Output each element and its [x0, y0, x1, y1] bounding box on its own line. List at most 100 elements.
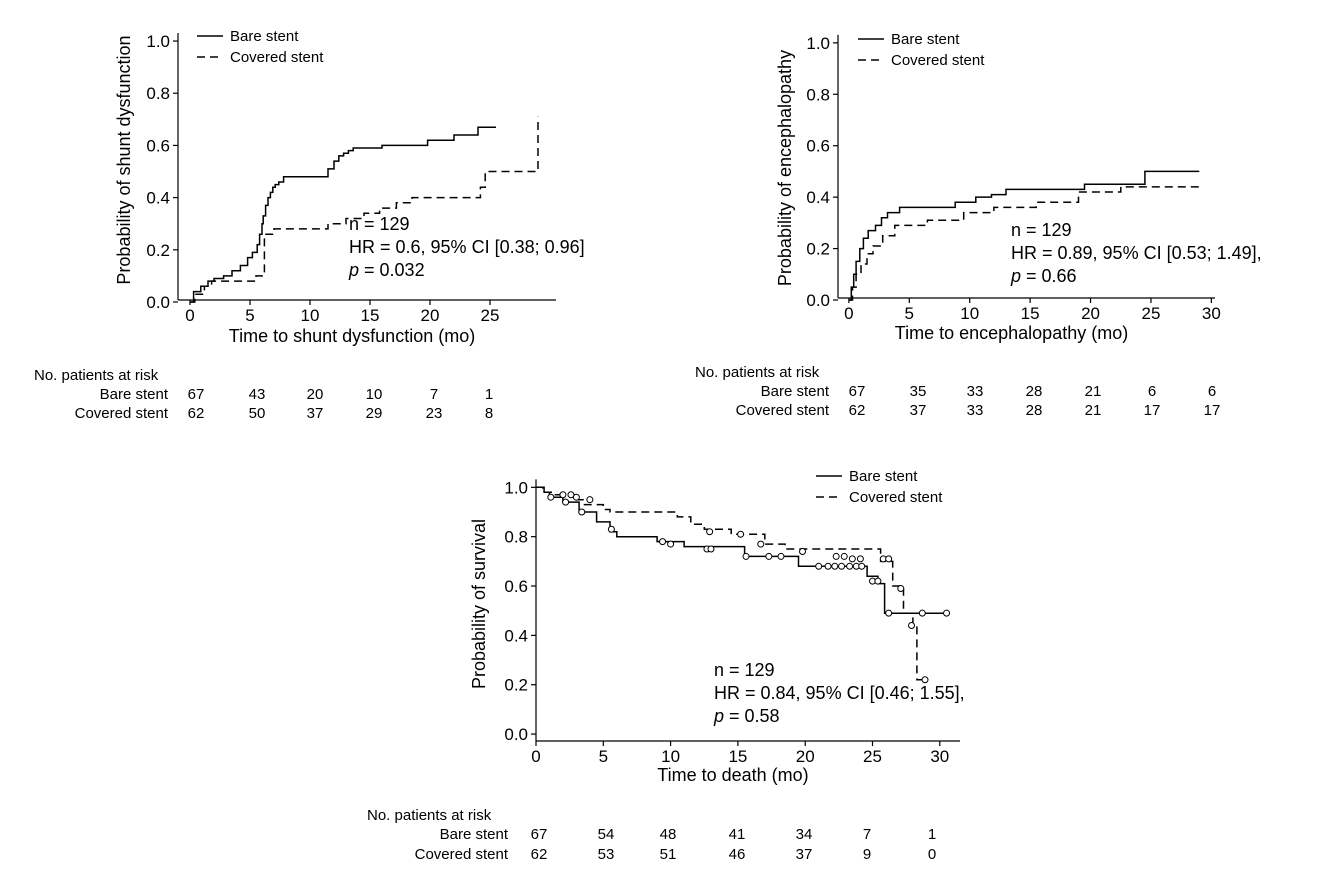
- legend-label: Bare stent: [891, 31, 960, 48]
- censor-mark: [918, 609, 926, 617]
- annotation-n: n = 129: [1011, 220, 1072, 240]
- censor-mark: [848, 555, 856, 563]
- x-tick-label: 0: [531, 747, 540, 766]
- risk-table-title: No. patients at risk: [695, 364, 820, 381]
- risk-cell: 37: [796, 846, 813, 863]
- annotation-hr: HR = 0.89, 95% CI [0.53; 1.49],: [1011, 243, 1262, 263]
- censor-mark: [706, 528, 714, 536]
- censor-mark: [856, 555, 864, 563]
- risk-cell: 33: [967, 383, 984, 400]
- risk-row-label: Bare stent: [761, 383, 830, 400]
- series-line-covered-stent: [190, 116, 539, 303]
- censor-mark: [815, 562, 823, 570]
- y-tick-label: 0.8: [504, 528, 528, 547]
- series-line-bare-stent: [848, 170, 1200, 301]
- y-tick-label: 0.6: [504, 577, 528, 596]
- risk-cell: 67: [188, 386, 205, 403]
- censor-mark: [921, 676, 929, 684]
- series-line-bare-stent: [536, 486, 947, 614]
- risk-cell: 62: [188, 405, 205, 422]
- censor-mark: [858, 562, 866, 570]
- censor-mark: [832, 552, 840, 560]
- y-tick-label: 0.0: [146, 293, 170, 312]
- x-tick-label: 0: [844, 304, 853, 323]
- risk-cell: 35: [910, 383, 927, 400]
- panel-encephalopathy: 0.0 0.2 0.4 0.6 0.8 1.0 0 5 10 15 20 25 30 Time to en…: [695, 31, 1262, 419]
- risk-table-title: No. patients at risk: [367, 807, 492, 824]
- series-line-bare-stent: [190, 126, 496, 303]
- y-axis-label: Probability of survival: [469, 519, 489, 689]
- legend-label: Covered stent: [230, 49, 324, 66]
- risk-cell: 6: [1208, 383, 1216, 400]
- risk-cell: 67: [849, 383, 866, 400]
- risk-cell: 62: [531, 846, 548, 863]
- x-tick-label: 25: [1141, 304, 1160, 323]
- y-tick-label: 1.0: [146, 32, 170, 51]
- y-axis-label: Probability of encephalopathy: [775, 50, 795, 286]
- risk-cell: 17: [1144, 402, 1161, 419]
- annotation-p-value: = 0.66: [1021, 266, 1077, 286]
- censor-mark: [659, 538, 667, 546]
- x-tick-label: 15: [728, 747, 747, 766]
- risk-cell: 9: [863, 846, 871, 863]
- x-tick-label: 0: [185, 306, 194, 325]
- x-axis-label: Time to shunt dysfunction (mo): [229, 326, 475, 346]
- annotation-p-label: p: [713, 706, 724, 726]
- x-axis-label: Time to death (mo): [657, 765, 808, 785]
- y-tick-label: 0.4: [146, 189, 170, 208]
- annotation-n: n = 129: [349, 214, 410, 234]
- y-tick-label: 0.4: [504, 626, 528, 645]
- series-line-covered-stent: [848, 186, 1200, 301]
- risk-cell: 54: [598, 826, 615, 843]
- x-tick-label: 20: [796, 747, 815, 766]
- risk-cell: 23: [426, 405, 443, 422]
- x-tick-label: 5: [599, 747, 608, 766]
- annotation-p: p = 0.032: [348, 260, 425, 280]
- y-tick-label: 0.0: [806, 291, 830, 310]
- y-tick-label: 0.2: [504, 676, 528, 695]
- risk-cell: 41: [729, 826, 746, 843]
- risk-cell: 46: [729, 846, 746, 863]
- censor-mark: [943, 609, 951, 617]
- risk-cell: 8: [485, 405, 493, 422]
- risk-cell: 10: [366, 386, 383, 403]
- risk-cell: 28: [1026, 383, 1043, 400]
- x-tick-label: 10: [301, 306, 320, 325]
- risk-cell: 21: [1085, 402, 1102, 419]
- censor-mark: [547, 493, 555, 501]
- risk-cell: 37: [910, 402, 927, 419]
- risk-cell: 6: [1148, 383, 1156, 400]
- y-tick-label: 0.8: [146, 84, 170, 103]
- censor-mark: [586, 496, 594, 504]
- censor-mark: [777, 552, 785, 560]
- censor-mark: [742, 552, 750, 560]
- y-tick-label: 1.0: [806, 34, 830, 53]
- series-line-covered-stent: [536, 486, 927, 681]
- annotation-hr: HR = 0.84, 95% CI [0.46; 1.55],: [714, 683, 965, 703]
- annotation-n: n = 129: [714, 660, 775, 680]
- censor-mark: [707, 545, 715, 553]
- censor-mark: [765, 552, 773, 560]
- x-axis-label: Time to encephalopathy (mo): [895, 323, 1128, 343]
- censor-mark: [874, 577, 882, 585]
- censor-mark: [897, 584, 905, 592]
- censor-mark: [757, 540, 765, 548]
- x-tick-label: 25: [481, 306, 500, 325]
- censor-mark: [908, 622, 916, 630]
- risk-cell: 62: [849, 402, 866, 419]
- annotation-p-label: p: [1010, 266, 1021, 286]
- censor-mark: [799, 547, 807, 555]
- y-tick-label: 0.6: [146, 136, 170, 155]
- risk-cell: 21: [1085, 383, 1102, 400]
- risk-cell: 0: [928, 846, 936, 863]
- x-tick-label: 30: [1202, 304, 1221, 323]
- censor-mark: [572, 493, 580, 501]
- y-tick-label: 0.2: [806, 240, 830, 259]
- annotation-p-value: = 0.032: [359, 260, 425, 280]
- risk-cell: 17: [1204, 402, 1221, 419]
- x-tick-label: 5: [245, 306, 254, 325]
- y-tick-label: 0.4: [806, 188, 830, 207]
- x-tick-label: 10: [661, 747, 680, 766]
- censor-mark: [831, 562, 839, 570]
